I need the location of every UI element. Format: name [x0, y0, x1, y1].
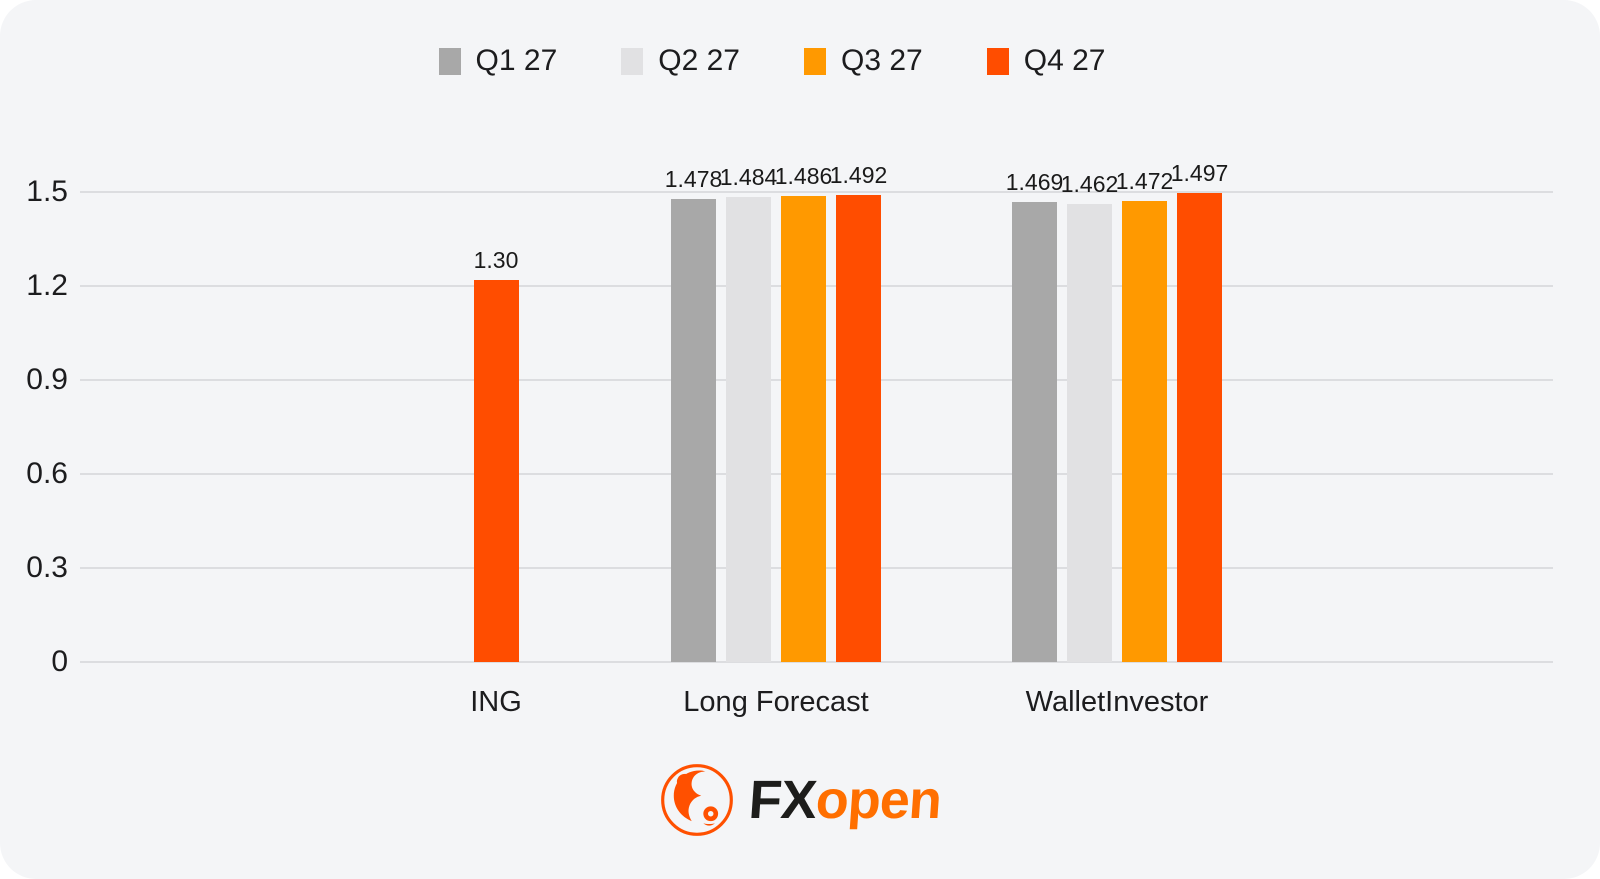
bar-value-label: 1.469	[1005, 168, 1064, 195]
y-gridline	[80, 661, 1553, 663]
bar-value-label: 1.478	[664, 165, 723, 192]
fxopen-logo: FXopen	[0, 762, 1600, 838]
legend-item: Q3 27	[804, 46, 923, 76]
bar	[671, 198, 716, 662]
bar-value-label: 1.30	[473, 246, 519, 273]
legend-item: Q4 27	[986, 44, 1106, 77]
y-axis-tick-label: 0.9	[26, 363, 68, 396]
bar-value-label: 1.462	[1060, 170, 1119, 197]
bar	[726, 197, 771, 662]
bar	[781, 196, 826, 662]
legend-swatch-icon	[621, 47, 644, 75]
legend-item: Q2 27	[621, 46, 740, 76]
y-axis-tick-label: 1.2	[26, 269, 68, 302]
legend-swatch-icon	[804, 47, 826, 75]
bar	[1067, 203, 1112, 662]
y-axis-tick-label: 0.3	[26, 551, 68, 584]
chart-legend: Q1 27 Q2 27 Q3 27 Q4 27	[0, 46, 1572, 76]
category-label: ING	[470, 686, 522, 718]
bar	[473, 279, 519, 662]
y-axis-tick-label: 1.5	[26, 175, 68, 208]
bar	[1122, 200, 1167, 662]
fxopen-logo-text: FXopen	[746, 770, 944, 830]
legend-label: Q2 27	[658, 44, 740, 77]
category-label: WalletInvestor	[1025, 686, 1209, 718]
logo-text-open: open	[813, 770, 944, 830]
y-axis-tick-label: 0	[51, 645, 68, 678]
bar-value-label: 1.472	[1115, 167, 1174, 194]
category-label: Long Forecast	[683, 686, 869, 718]
y-axis-tick-label: 0.6	[26, 457, 68, 490]
bar	[1177, 192, 1222, 662]
logo-text-fx: FX	[746, 770, 819, 830]
bar-value-label: 1.484	[719, 164, 778, 190]
bar	[1012, 201, 1057, 662]
bar	[836, 194, 881, 662]
bar-value-label: 1.497	[1170, 159, 1229, 186]
legend-label: Q4 27	[1023, 44, 1106, 77]
legend-label: Q3 27	[841, 44, 923, 77]
legend-swatch-icon	[438, 47, 461, 75]
y-gridline	[80, 191, 1553, 193]
bar-value-label: 1.486	[774, 163, 833, 190]
fxopen-lion-emblem-icon	[661, 764, 733, 836]
legend-label: Q1 27	[475, 44, 558, 77]
bar-value-label: 1.492	[829, 161, 888, 188]
legend-swatch-icon	[986, 47, 1009, 75]
legend-item: Q1 27	[438, 44, 558, 77]
